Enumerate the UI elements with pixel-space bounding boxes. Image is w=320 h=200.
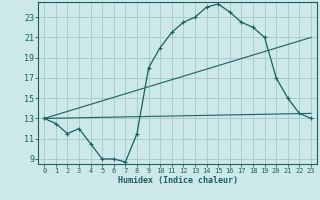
X-axis label: Humidex (Indice chaleur): Humidex (Indice chaleur) bbox=[118, 176, 238, 185]
